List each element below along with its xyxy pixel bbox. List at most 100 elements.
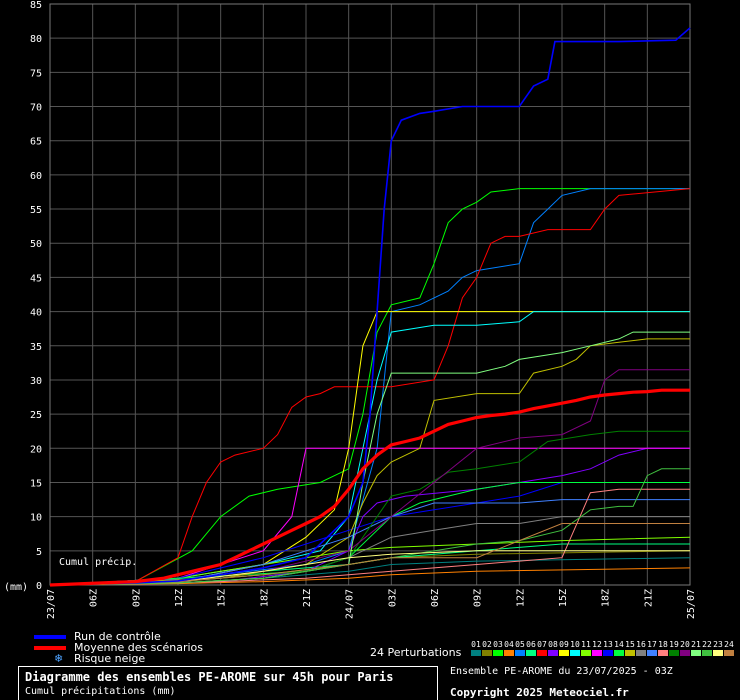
perturbation-number-04: 04: [504, 640, 514, 649]
perturbation-number-13: 13: [603, 640, 613, 649]
perturbation-number-02: 02: [482, 640, 492, 649]
perturbation-color-swatch-17: [647, 650, 657, 656]
perturbation-number-06: 06: [526, 640, 536, 649]
perturbation-number-18: 18: [658, 640, 668, 649]
y-tick-label: 5: [36, 547, 42, 558]
y-tick-label: 30: [30, 376, 42, 387]
perturbation-number-19: 19: [669, 640, 679, 649]
x-tick-label: 06Z: [89, 589, 100, 607]
perturbation-line-22: [49, 468, 690, 586]
x-tick-label: 25/07: [686, 589, 697, 619]
x-tick-label: 09Z: [131, 589, 142, 607]
x-tick-label: 03Z: [387, 589, 398, 607]
x-tick-label: 06Z: [430, 589, 441, 607]
perturbation-number-10: 10: [570, 640, 580, 649]
perturbation-color-swatch-19: [669, 650, 679, 656]
x-tick-label: 12Z: [515, 589, 526, 607]
cumul-annotation: Cumul précip.: [59, 556, 137, 568]
perturbation-number-08: 08: [548, 640, 558, 649]
perturbation-number-09: 09: [559, 640, 569, 649]
y-tick-label: 0: [36, 581, 42, 592]
y-tick-label: 25: [30, 410, 42, 421]
snow-legend-label: Risque neige: [74, 652, 146, 665]
perturbation-line-15: [49, 338, 690, 586]
perturbation-color-swatch-14: [614, 650, 624, 656]
x-tick-label: 18Z: [601, 589, 612, 607]
control-swatch: [34, 635, 66, 639]
perturbation-color-swatch-12: [592, 650, 602, 656]
perturbation-color-swatch-03: [493, 650, 503, 656]
x-axis: 23/07 06Z 09Z 12Z 15Z 18Z 21Z 24/07 03Z 06Z 09Z 12Z…: [46, 589, 697, 619]
perturbation-line-11: [49, 536, 691, 586]
perturbation-line-24: [49, 523, 690, 586]
perturbation-number-21: 21: [691, 640, 701, 649]
perturbation-color-swatch-10: [570, 650, 580, 656]
chart-background: [0, 0, 740, 635]
chart-grid: [49, 3, 691, 586]
copyright: Copyright 2025 Meteociel.fr: [450, 686, 629, 699]
perturbation-color-swatch-15: [625, 650, 635, 656]
perturbation-number-17: 17: [647, 640, 657, 649]
perturbation-number-24: 24: [724, 640, 734, 649]
chart-title: Diagramme des ensembles PE-AROME sur 45h…: [25, 670, 394, 684]
y-axis-unit-label: (mm): [4, 582, 28, 593]
perturbation-color-swatch-06: [526, 650, 536, 656]
perturbation-color-swatch-18: [658, 650, 668, 656]
x-tick-label: 15Z: [217, 589, 228, 607]
perturbation-line-03: [49, 188, 690, 586]
perturbation-color-swatch-07: [537, 650, 547, 656]
perturbation-line-08: [49, 447, 690, 586]
perturbation-line-04: [49, 567, 691, 586]
y-tick-label: 60: [30, 171, 42, 182]
y-tick-label: 20: [30, 444, 42, 455]
mean-legend-label: Moyenne des scénarios: [74, 641, 203, 654]
control-legend-label: Run de contrôle: [74, 630, 161, 643]
perturbation-color-swatch-09: [559, 650, 569, 656]
perturbations-label: 24 Perturbations: [370, 646, 462, 659]
x-tick-label: 18Z: [259, 589, 270, 607]
y-tick-label: 75: [30, 68, 42, 79]
x-tick-label: 24/07: [345, 589, 356, 619]
y-tick-label: 35: [30, 342, 42, 353]
perturbation-color-swatch-13: [603, 650, 613, 656]
x-tick-label: 21Z: [302, 589, 313, 607]
perturbation-color-swatch-05: [515, 650, 525, 656]
series-layer: [49, 27, 691, 587]
perturbation-color-swatch-20: [680, 650, 690, 656]
control-run-line: [49, 27, 691, 586]
chart-subtitle: Cumul précipitations (mm): [25, 686, 176, 697]
plot-frame: [49, 3, 691, 586]
y-tick-label: 15: [30, 478, 42, 489]
run-info: Ensemble PE-AROME du 23/07/2025 - 03Z: [450, 666, 673, 677]
perturbation-number-22: 22: [702, 640, 712, 649]
y-tick-label: 40: [30, 308, 42, 319]
perturbation-color-swatch-04: [504, 650, 514, 656]
perturbation-color-swatch-08: [548, 650, 558, 656]
y-tick-label: 80: [30, 34, 42, 45]
perturbation-number-20: 20: [680, 640, 690, 649]
perturbation-number-07: 07: [537, 640, 547, 649]
x-tick-label: 09Z: [473, 589, 484, 607]
snowflake-icon: ❄: [54, 652, 64, 665]
perturbation-line-18: [49, 488, 690, 586]
perturbation-number-16: 16: [636, 640, 646, 649]
y-tick-label: 10: [30, 513, 42, 524]
y-tick-label: 55: [30, 205, 42, 216]
precipitation-chart: 0 5 10 15 20 25 30 35 40 45 50 55 60 65 70 75 80 85 23/07…: [0, 0, 740, 635]
perturbation-number-11: 11: [581, 640, 591, 649]
x-tick-label: 12Z: [174, 589, 185, 607]
perturbation-color-swatch-16: [636, 650, 646, 656]
perturbation-color-swatch-22: [702, 650, 712, 656]
perturbation-color-swatch-01: [471, 650, 481, 656]
x-tick-label: 21Z: [643, 589, 654, 607]
perturbation-number-14: 14: [614, 640, 624, 649]
y-tick-label: 50: [30, 239, 42, 250]
perturbation-color-swatch-11: [581, 650, 591, 656]
perturbation-number-05: 05: [515, 640, 525, 649]
perturbation-number-01: 01: [471, 640, 481, 649]
perturbation-number-23: 23: [713, 640, 723, 649]
perturbation-color-swatch-02: [482, 650, 492, 656]
perturbation-color-swatch-21: [691, 650, 701, 656]
y-axis: 0 5 10 15 20 25 30 35 40 45 50 55 60 65 70 75 80 85: [30, 0, 42, 592]
perturbation-number-03: 03: [493, 640, 503, 649]
